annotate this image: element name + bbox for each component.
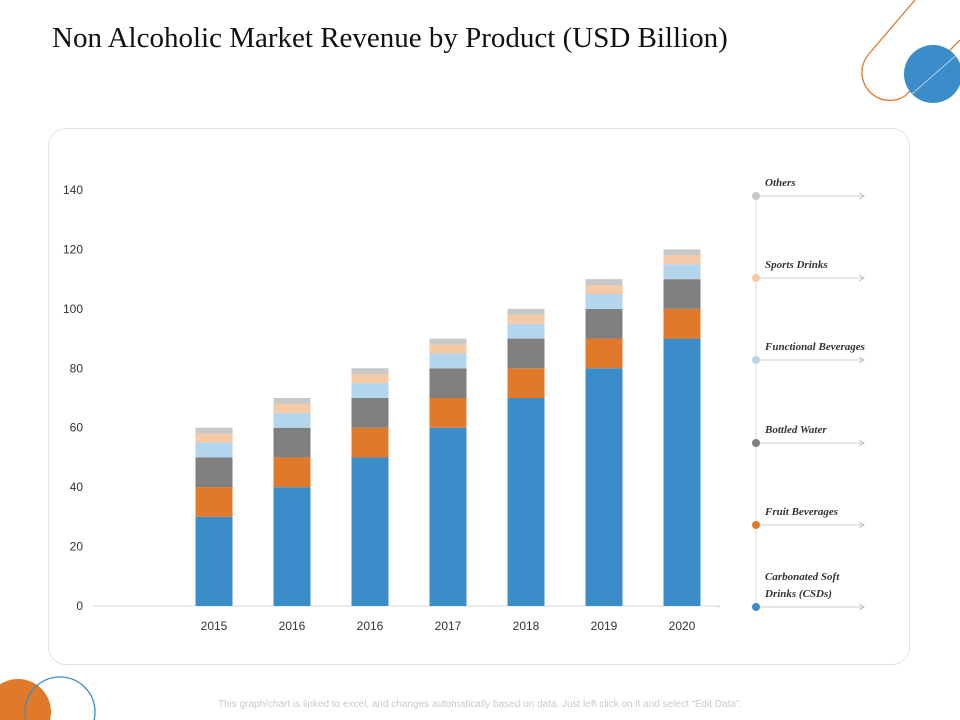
bar-segment [507, 314, 545, 324]
legend-arrow-head [858, 274, 865, 282]
y-tick-label: 20 [70, 540, 84, 554]
legend-arrow-head [858, 356, 865, 364]
bar-segment [585, 368, 623, 606]
legend-marker [752, 521, 760, 529]
bar-segment [195, 442, 233, 458]
stacked-bar-chart: 0 20 40 60 80 100 120 140 2015 2016 2016 2017 2018 20… [63, 177, 865, 633]
bottom-left-ring-decoration [24, 676, 96, 720]
bar-segment [273, 398, 311, 404]
bar-segment [429, 344, 467, 354]
bar-segment [507, 308, 545, 315]
bar-segment [429, 368, 467, 398]
bar-segment [429, 427, 467, 606]
bar-segment [663, 249, 701, 256]
y-tick-label: 140 [63, 183, 83, 197]
bottom-left-circle-decoration [0, 679, 51, 720]
bar-segment [663, 264, 701, 280]
legend-marker [752, 192, 760, 200]
bar-segment [195, 427, 233, 434]
bar-segment [585, 338, 623, 369]
bar-segment [351, 368, 389, 375]
x-tick-label: 2016 [357, 619, 384, 633]
x-tick-label: 2018 [513, 619, 540, 633]
legend-label: Functional Beverages [764, 341, 865, 353]
bar-segment [663, 255, 701, 265]
legend-label: Bottled Water [764, 424, 827, 436]
legend-arrow-head [858, 439, 865, 447]
bar-segment [663, 279, 701, 309]
bar-segment [351, 457, 389, 606]
legend-marker [752, 356, 760, 364]
legend-label: Fruit Beverages [764, 506, 838, 518]
bar-segment [507, 368, 545, 398]
x-tick-label: 2016 [279, 619, 306, 633]
bar-segment [585, 279, 623, 286]
x-tick-label: 2017 [435, 619, 462, 633]
bar-segment [429, 398, 467, 428]
bar-segment [663, 308, 701, 339]
y-tick-label: 40 [70, 480, 84, 494]
x-tick-label: 2020 [669, 619, 696, 633]
bar-segment [585, 308, 623, 339]
bar-segment [507, 338, 545, 369]
y-tick-label: 60 [70, 421, 84, 435]
bar-segment [195, 433, 233, 443]
bar-segment [663, 338, 701, 606]
y-tick-label: 80 [70, 361, 84, 375]
bar-segment [195, 487, 233, 517]
legend-label: Others [765, 177, 796, 189]
y-tick-label: 120 [63, 242, 83, 256]
legend-label: Carbonated Soft [765, 571, 840, 583]
legend-arrow-head [858, 192, 865, 200]
footnote: This graph/chart is linked to excel, and… [217, 699, 743, 710]
bar-segment [585, 294, 623, 309]
bar-segment [507, 323, 545, 339]
legend-marker [752, 274, 760, 282]
y-tick-label: 100 [63, 302, 83, 316]
legend-marker [752, 603, 760, 611]
bar-segment [273, 403, 311, 413]
top-right-line-decoration [904, 51, 960, 101]
bar-segment [585, 285, 623, 294]
legend-arrow-head [858, 603, 865, 611]
bar-segment [429, 353, 467, 369]
chart-card: 0 20 40 60 80 100 120 140 2015 2016 2016 2017 2018 20… [48, 128, 910, 665]
bar-segment [351, 427, 389, 458]
bar-segment [273, 457, 311, 488]
bar-segment [351, 374, 389, 384]
bar-segment [351, 383, 389, 398]
bar-segment [273, 487, 311, 606]
legend-marker [752, 439, 760, 447]
bar-segment [273, 427, 311, 458]
y-tick-label: 0 [76, 599, 83, 613]
legend-label: Sports Drinks [765, 259, 828, 271]
legend-connector [716, 605, 721, 608]
bar-segment [195, 516, 233, 606]
bar-segment [273, 412, 311, 428]
bar-segment [195, 457, 233, 488]
bar-segment [429, 338, 467, 345]
bar-segment [351, 398, 389, 428]
x-tick-label: 2015 [201, 619, 228, 633]
top-right-circle-decoration [904, 45, 960, 103]
page-title: Non Alcoholic Market Revenue by Product … [52, 22, 728, 54]
bar-segment [507, 398, 545, 606]
x-tick-label: 2019 [591, 619, 618, 633]
legend-arrow-head [858, 521, 865, 529]
legend-label: Drinks (CSDs) [764, 588, 832, 600]
top-right-arc-decoration [861, 0, 960, 101]
